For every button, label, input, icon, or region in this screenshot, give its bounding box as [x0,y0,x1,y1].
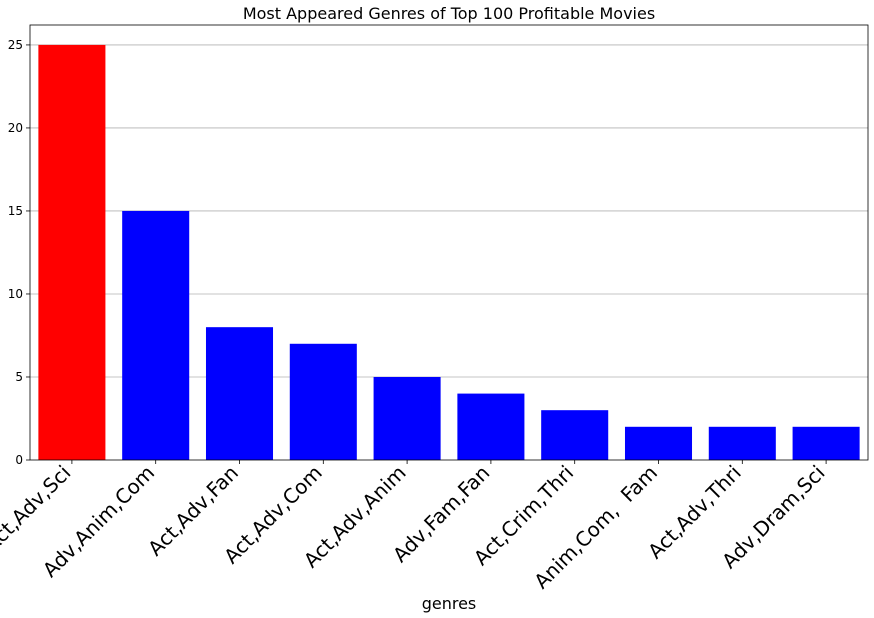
y-tick-label: 5 [15,370,23,384]
bar [373,376,441,460]
y-tick-label: 0 [15,453,23,467]
bar [205,327,274,460]
x-axis-ticks: Act,Adv,SciAdv,Anim,ComAct,Adv,FanAct,Ad… [0,460,830,593]
y-axis-ticks: 0 5 10 15 20 25 [8,38,30,467]
chart-title: Most Appeared Genres of Top 100 Profitab… [243,4,655,23]
plot-frame [29,24,869,461]
bar [708,426,776,460]
bar [38,44,106,460]
bar [624,426,693,460]
x-axis-label: genres [422,594,477,613]
bar [541,410,609,460]
y-tick-label: 20 [8,121,23,135]
y-tick-label: 10 [8,287,23,301]
bar [122,210,190,460]
bar [457,393,525,460]
bars [38,44,860,460]
bar [792,426,860,460]
y-tick-label: 25 [8,38,23,52]
bar [289,343,357,460]
y-tick-label: 15 [8,204,23,218]
